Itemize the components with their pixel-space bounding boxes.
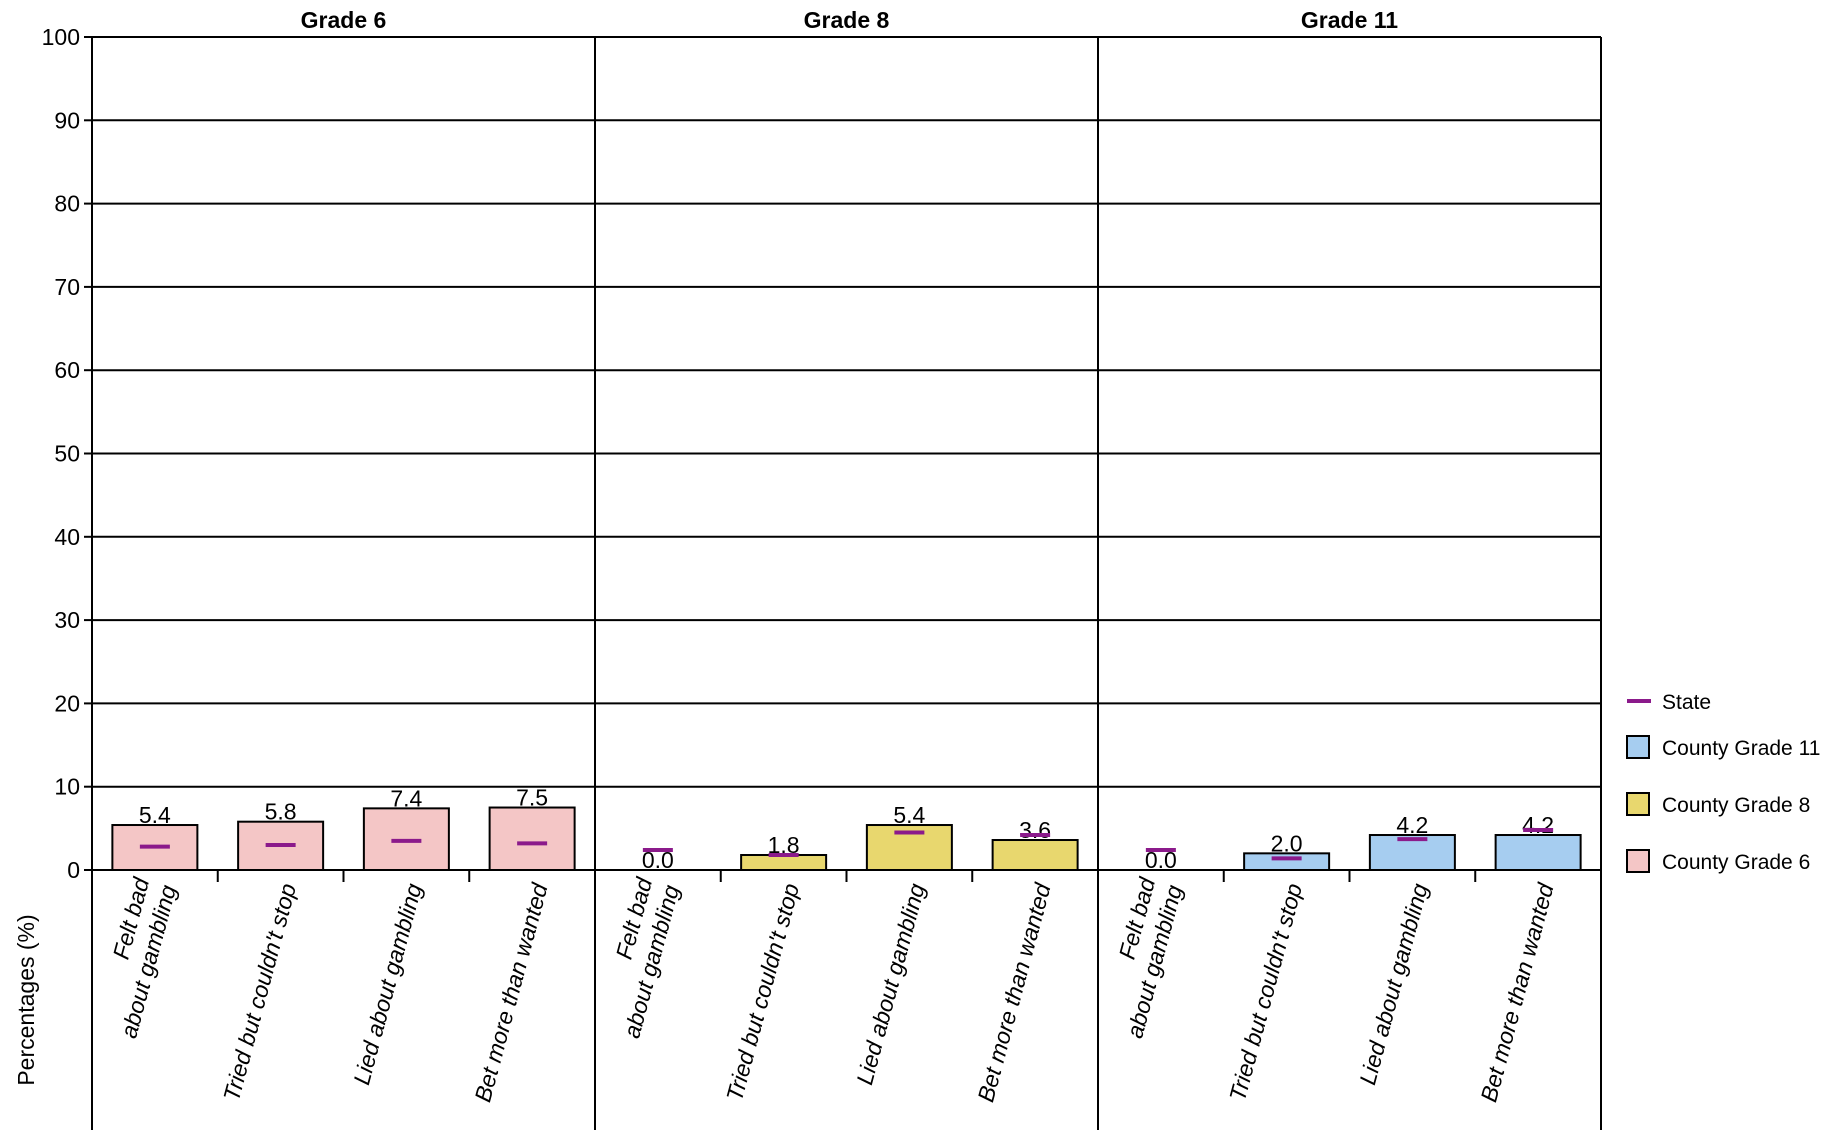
- y-tick-label: 80: [54, 191, 80, 217]
- y-tick-label: 20: [54, 690, 80, 716]
- bar: [991, 839, 1079, 872]
- x-tick-label: Bet more than wanted: [469, 879, 553, 1104]
- legend-swatch: [1626, 735, 1650, 759]
- data-label: 5.8: [265, 799, 297, 825]
- panel-title: Grade 8: [804, 7, 890, 33]
- legend-swatch: [1626, 849, 1650, 873]
- panel-title: Grade 11: [1301, 7, 1398, 33]
- y-tick-label: 100: [42, 24, 80, 50]
- y-tick-label: 70: [54, 274, 80, 300]
- data-label: 5.4: [139, 802, 171, 828]
- x-tick-label-line: Lied about gambling: [851, 880, 930, 1087]
- data-label: 7.4: [390, 785, 422, 811]
- x-tick-label: Felt badabout gambling: [1094, 874, 1187, 1041]
- data-label: 4.2: [1522, 812, 1554, 838]
- y-tick-label: 60: [54, 357, 80, 383]
- data-label: 2.0: [1271, 830, 1303, 856]
- x-tick-label: Tried but couldn't stop: [1224, 880, 1307, 1103]
- x-tick-label-line: Bet more than wanted: [972, 879, 1056, 1104]
- x-tick-label-line: Bet more than wanted: [1475, 879, 1559, 1104]
- legend-label: County Grade 11: [1662, 737, 1820, 760]
- x-tick-label-line: Tried but couldn't stop: [1224, 880, 1307, 1103]
- bar: [1243, 852, 1331, 872]
- x-tick-label: Tried but couldn't stop: [721, 880, 804, 1103]
- x-tick-label-line: Bet more than wanted: [469, 879, 553, 1104]
- data-label: 5.4: [893, 802, 925, 828]
- x-tick-label: Felt badabout gambling: [88, 874, 181, 1041]
- y-axis-title: Percentages (%): [13, 914, 39, 1085]
- legend-swatch: [1626, 792, 1650, 816]
- x-tick-label-line: Tried but couldn't stop: [218, 880, 301, 1103]
- y-tick-label: 0: [67, 857, 80, 883]
- y-tick-label: 90: [54, 107, 80, 133]
- x-tick-label-line: Tried but couldn't stop: [721, 880, 804, 1103]
- legend-label: County Grade 8: [1662, 794, 1810, 817]
- x-tick-label: Tried but couldn't stop: [218, 880, 301, 1103]
- data-label: 7.5: [516, 785, 548, 811]
- y-tick-label: 50: [54, 441, 80, 467]
- data-label: 3.6: [1019, 817, 1051, 843]
- data-label: 4.2: [1396, 812, 1428, 838]
- x-tick-label: Bet more than wanted: [1475, 879, 1559, 1104]
- y-tick-label: 10: [54, 774, 80, 800]
- bar: [488, 806, 576, 872]
- legend-label: County Grade 6: [1662, 851, 1810, 874]
- panel-title: Grade 6: [301, 7, 387, 33]
- y-tick-label: 30: [54, 607, 80, 633]
- bar: [1494, 834, 1582, 871]
- legend-label: State: [1662, 691, 1711, 714]
- bar: [1368, 834, 1456, 871]
- x-tick-label: Lied about gambling: [348, 880, 427, 1087]
- x-tick-label: Felt badabout gambling: [591, 874, 684, 1041]
- x-tick-label: Lied about gambling: [1354, 880, 1433, 1087]
- x-tick-label-line: Lied about gambling: [348, 880, 427, 1087]
- x-tick-label: Lied about gambling: [851, 880, 930, 1087]
- x-tick-label: Bet more than wanted: [972, 879, 1056, 1104]
- x-tick-label-line: Lied about gambling: [1354, 880, 1433, 1087]
- y-tick-label: 40: [54, 524, 80, 550]
